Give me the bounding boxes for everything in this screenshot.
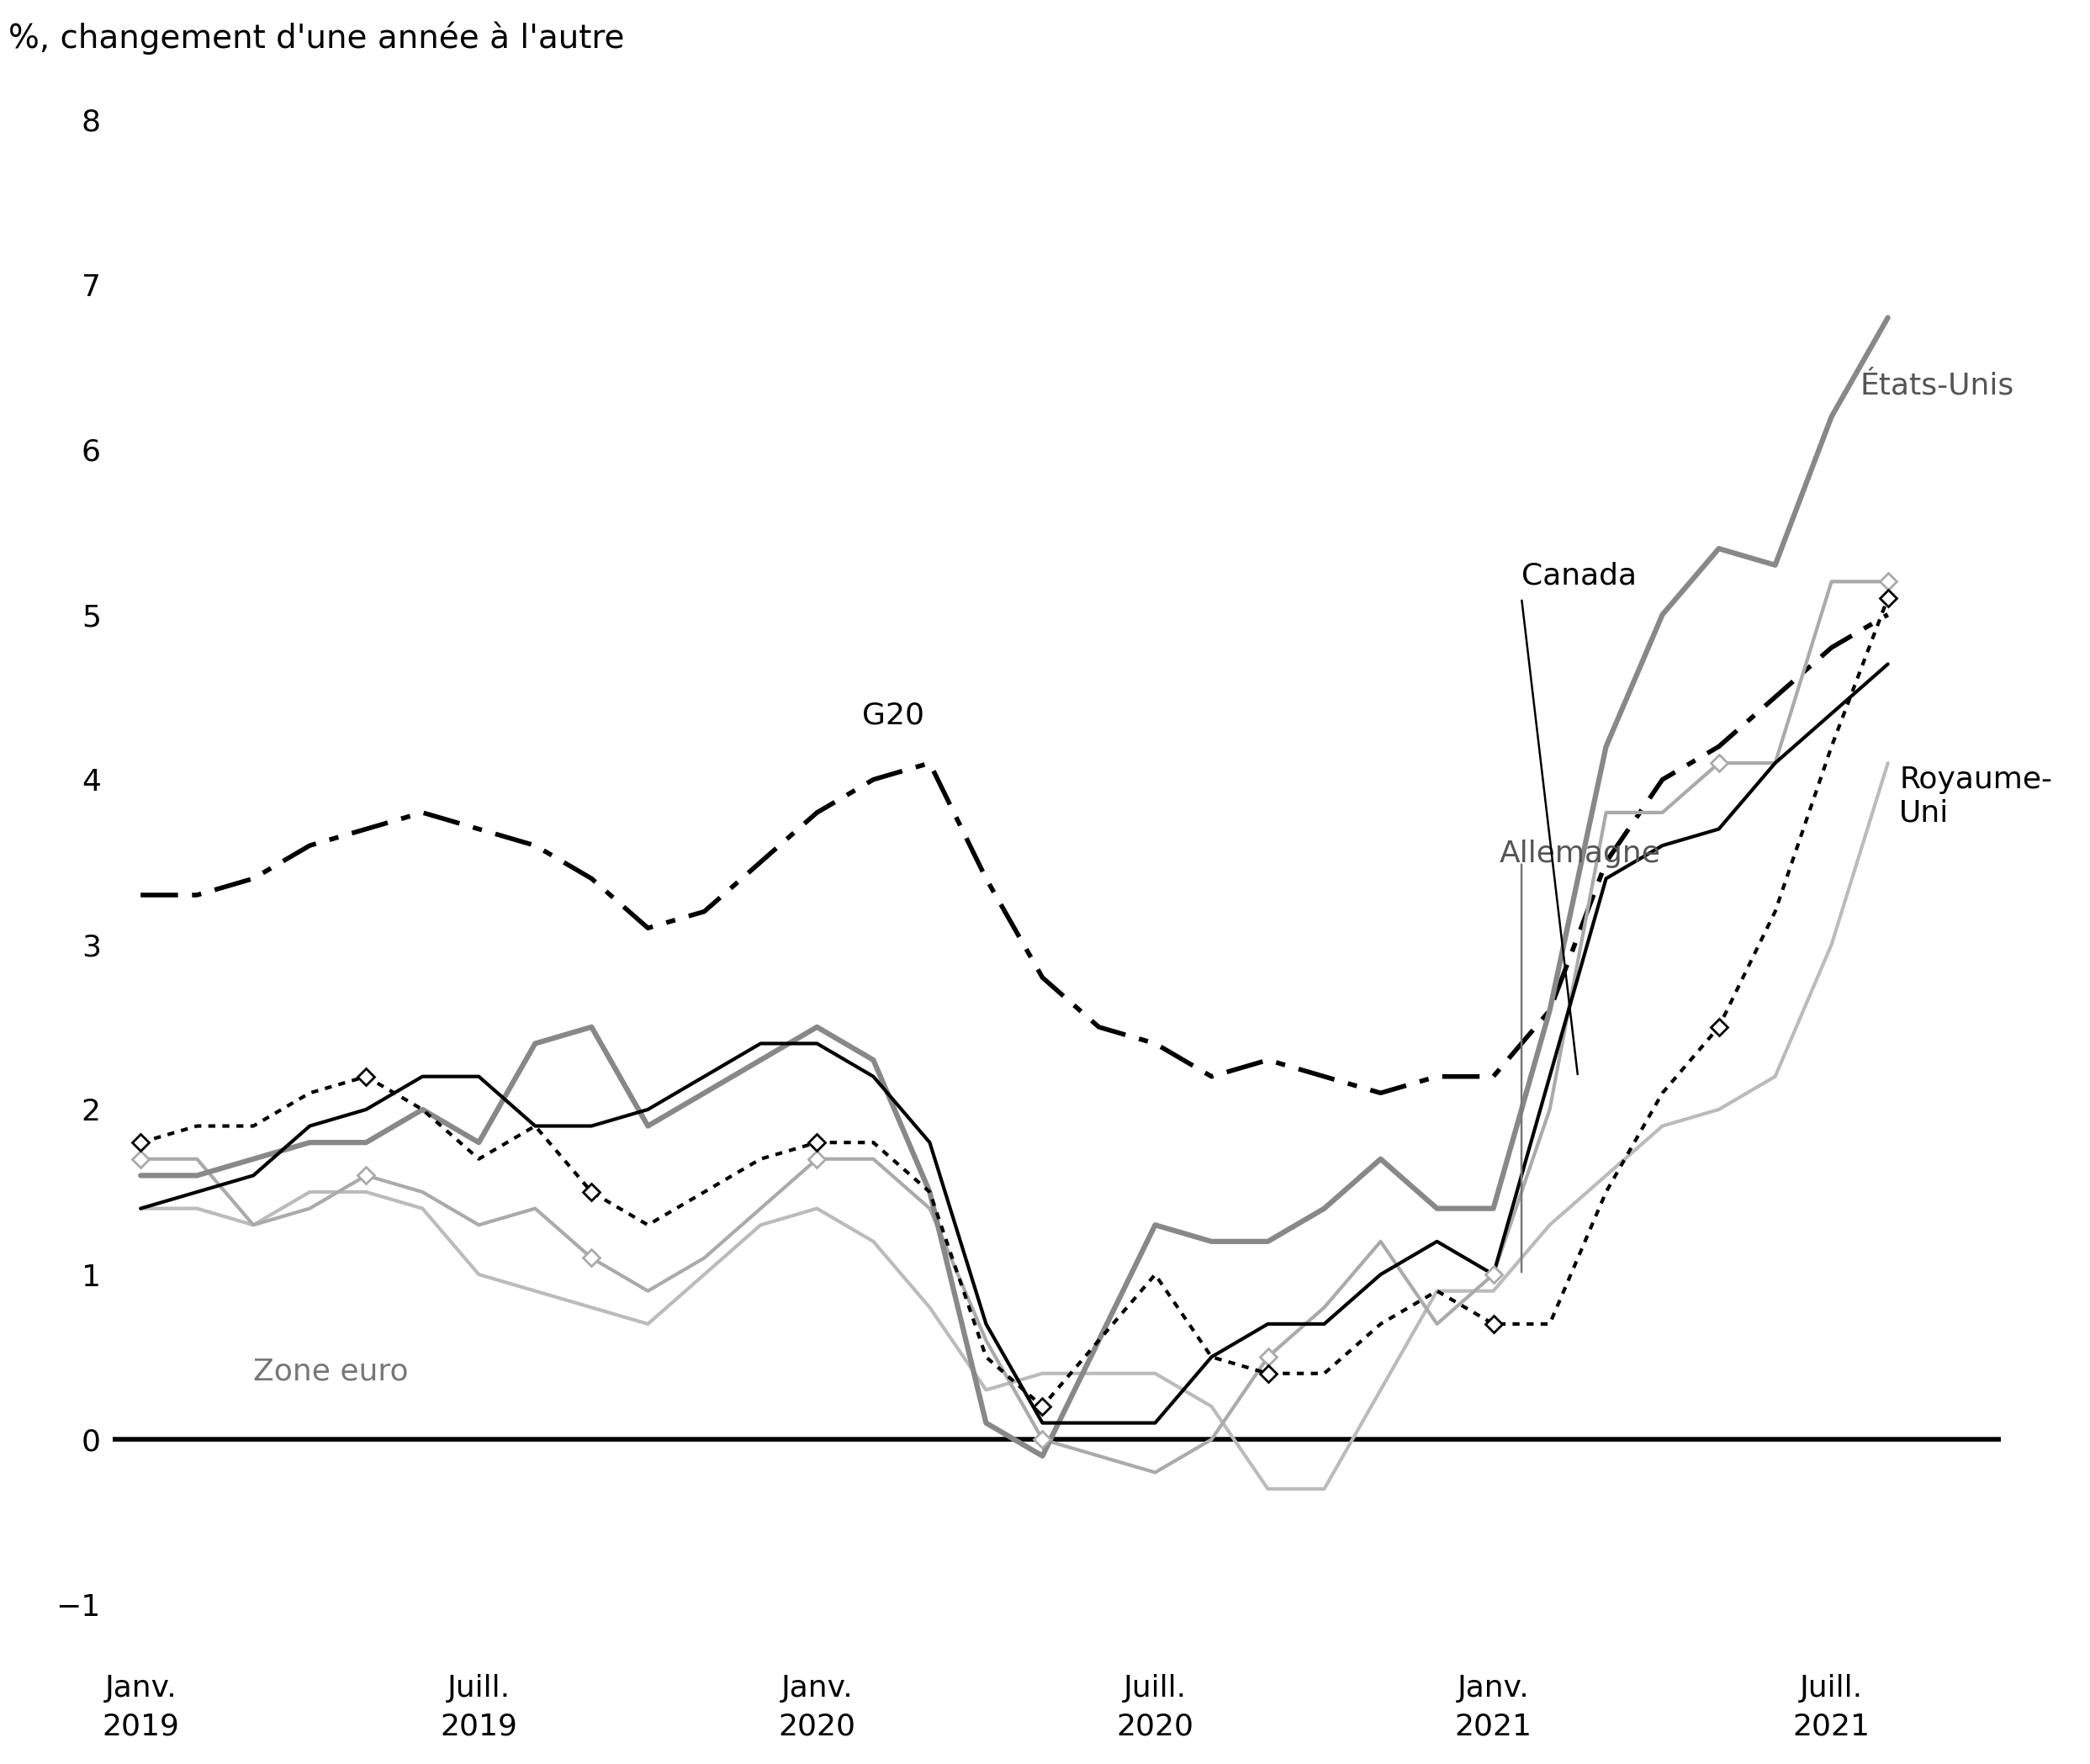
Text: Canada: Canada: [1522, 561, 1636, 589]
Text: Royaume-
Uni: Royaume- Uni: [1900, 766, 2052, 827]
Text: Zone euro: Zone euro: [253, 1357, 410, 1385]
Text: États-Unis: États-Unis: [1860, 372, 2015, 400]
Text: Allemagne: Allemagne: [1499, 840, 1659, 868]
Text: G20: G20: [861, 702, 924, 730]
Text: %, changement d'une année à l'autre: %, changement d'une année à l'autre: [8, 21, 625, 55]
